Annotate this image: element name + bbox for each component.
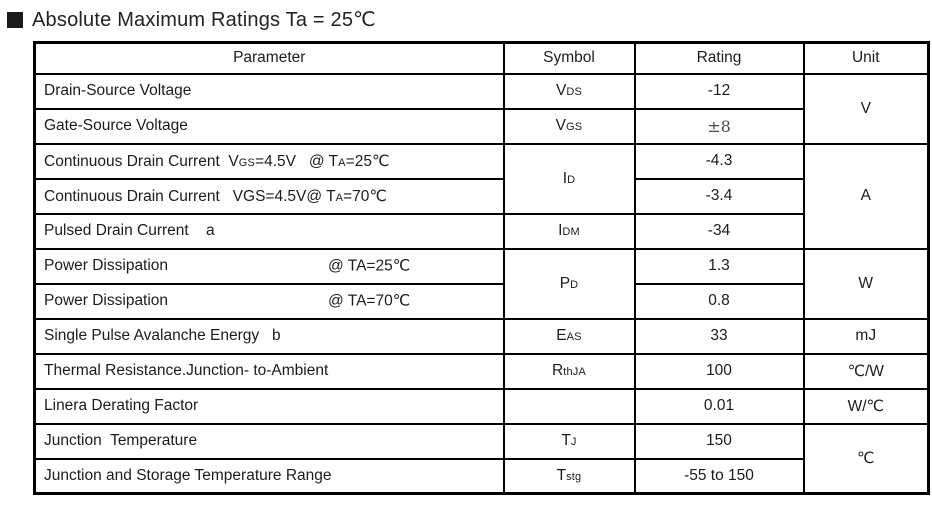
rating-cell: -4.3 [633,142,805,180]
param-cell: Single Pulse Avalanche Energy b [33,317,505,355]
rating-cell: ±8 [633,107,805,145]
section-title-text: Absolute Maximum Ratings Ta = 25℃ [32,9,376,31]
unit-cell: W [802,247,930,320]
rating-cell: 0.8 [633,282,805,320]
param-cell: Power Dissipation @ TA=25℃ [33,247,505,285]
symbol-cell: ID [502,142,636,215]
param-cell: Drain-Source Voltage [33,72,505,110]
unit-cell: ℃/W [802,352,930,390]
symbol-cell [502,387,636,425]
param-cell: Pulsed Drain Current a [33,212,505,250]
rating-cell: 150 [633,422,805,460]
table-row: Power Dissipation @ TA=70℃ 0.8 [33,282,929,320]
table-row: Junction and Storage Temperature Range T… [33,457,929,495]
table-row: Pulsed Drain Current a IDM -34 [33,212,929,250]
table-row: Single Pulse Avalanche Energy b EAS 33 m… [33,317,930,355]
table-row: Linera Derating Factor 0.01 W/℃ [33,387,930,425]
unit-cell: W/℃ [802,387,930,425]
rating-cell: -34 [633,212,805,250]
header-row: Parameter Symbol Rating Unit [33,41,930,75]
param-cell: Linera Derating Factor [33,387,505,425]
table-row: Continuous Drain Current VGS=4.5V@ TA=70… [33,177,929,215]
rating-cell: -3.4 [633,177,805,215]
rating-cell: 0.01 [633,387,805,425]
absolute-maximum-ratings-table: Parameter Symbol Rating Unit Drain-Sourc… [33,41,930,495]
rating-cell: 100 [633,352,805,390]
symbol-cell: IDM [502,212,636,250]
symbol-cell: VGS [502,107,636,145]
rating-cell: -12 [633,72,805,110]
col-header-rating: Rating [633,41,805,75]
table-row: Drain-Source Voltage VDS -12 V [33,72,930,145]
table-row: Power Dissipation @ TA=25℃ PD 1.3 W [33,247,930,320]
param-cell: Junction and Storage Temperature Range [33,457,505,495]
table-row: Gate-Source Voltage VGS ±8 [33,107,929,145]
col-header-symbol: Symbol [502,41,636,75]
table-row: Thermal Resistance.Junction- to-Ambient … [33,352,930,390]
param-cell: Power Dissipation @ TA=70℃ [33,282,505,320]
symbol-cell: TJ [502,422,636,460]
table-row: Continuous Drain Current VGS=4.5V @ TA=2… [33,142,930,250]
symbol-cell: VDS [502,72,636,110]
symbol-cell: Tstg [502,457,636,495]
param-cell: Gate-Source Voltage [33,107,505,145]
unit-cell: mJ [802,317,930,355]
unit-cell: A [802,142,930,250]
symbol-cell: EAS [502,317,636,355]
symbol-cell: PD [502,247,636,320]
rating-cell: -55 to 150 [633,457,805,495]
section-marker-icon [7,11,23,28]
param-cell: Continuous Drain Current VGS=4.5V @ TA=2… [33,142,505,180]
table-row: Junction Temperature TJ 150 ℃ [33,422,930,495]
datasheet-page: Absolute Maximum Ratings Ta = 25℃ Parame… [0,7,932,507]
condition-text: @ TA=25℃ [328,257,411,275]
rating-cell: 1.3 [633,247,805,285]
unit-cell: ℃ [802,422,930,495]
col-header-unit: Unit [802,41,930,75]
section-title: Absolute Maximum Ratings Ta = 25℃ [7,7,932,32]
param-cell: Thermal Resistance.Junction- to-Ambient [33,352,505,390]
symbol-cell: RthJA [502,352,636,390]
param-cell: Junction Temperature [33,422,505,460]
rating-cell: 33 [633,317,805,355]
col-header-parameter: Parameter [33,41,505,75]
param-cell: Continuous Drain Current VGS=4.5V@ TA=70… [33,177,505,215]
condition-text: @ TA=70℃ [328,292,411,310]
unit-cell: V [802,72,930,145]
